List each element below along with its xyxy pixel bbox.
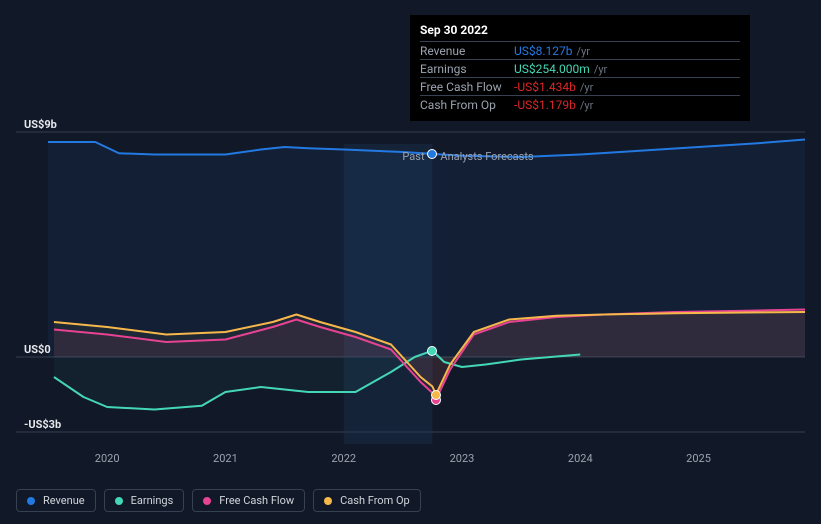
legend-item[interactable]: Revenue (16, 489, 96, 512)
chart-tooltip: Sep 30 2022 RevenueUS$8.127b/yrEarningsU… (410, 15, 750, 121)
financial-chart: US$9b US$0 -US$3b 2020 2021 2022 2023 2024 2025… (16, 0, 805, 524)
tooltip-row-value: US$254.000m (514, 62, 590, 76)
legend-dot (27, 497, 35, 505)
tooltip-row: RevenueUS$8.127b/yr (420, 41, 740, 59)
y-axis-label: -US$3b (24, 418, 61, 431)
x-axis-label: 2020 (95, 452, 120, 465)
x-axis-label: 2025 (686, 452, 711, 465)
x-axis-label: 2024 (568, 452, 593, 465)
tooltip-row-suffix: /yr (580, 81, 593, 94)
forecast-label: Analysts Forecasts (440, 150, 533, 163)
legend-dot (324, 497, 332, 505)
tooltip-row-label: Free Cash Flow (420, 80, 514, 94)
tooltip-row: EarningsUS$254.000m/yr (420, 59, 740, 77)
series-marker (427, 346, 437, 356)
legend-item[interactable]: Cash From Op (313, 489, 421, 512)
tooltip-row-suffix: /yr (594, 63, 607, 76)
y-axis-label: US$9b (24, 118, 57, 131)
tooltip-row-value: -US$1.434b (514, 80, 576, 94)
legend-label: Earnings (131, 494, 174, 507)
legend-label: Cash From Op (340, 494, 410, 507)
tooltip-row: Cash From Op-US$1.179b/yr (420, 95, 740, 113)
series-marker (431, 390, 441, 400)
tooltip-row-value: US$8.127b (514, 44, 573, 58)
y-axis-label: US$0 (24, 343, 51, 356)
x-axis-label: 2023 (450, 452, 475, 465)
legend-dot (115, 497, 123, 505)
tooltip-row-label: Cash From Op (420, 98, 514, 112)
tooltip-row-suffix: /yr (580, 99, 593, 112)
tooltip-title: Sep 30 2022 (420, 23, 740, 37)
x-axis-label: 2022 (331, 452, 356, 465)
tooltip-row-suffix: /yr (577, 45, 590, 58)
x-axis-label: 2021 (213, 452, 238, 465)
legend-label: Revenue (43, 494, 85, 507)
tooltip-row-label: Revenue (420, 44, 514, 58)
tooltip-row-value: -US$1.179b (514, 98, 576, 112)
tooltip-row-label: Earnings (420, 62, 514, 76)
past-label: Past (402, 150, 424, 163)
tooltip-row: Free Cash Flow-US$1.434b/yr (420, 77, 740, 95)
legend-item[interactable]: Earnings (104, 489, 185, 512)
legend-label: Free Cash Flow (219, 494, 294, 507)
legend-dot (203, 497, 211, 505)
chart-legend: Revenue Earnings Free Cash Flow Cash From O… (16, 489, 421, 512)
series-marker (427, 149, 437, 159)
legend-item[interactable]: Free Cash Flow (192, 489, 305, 512)
